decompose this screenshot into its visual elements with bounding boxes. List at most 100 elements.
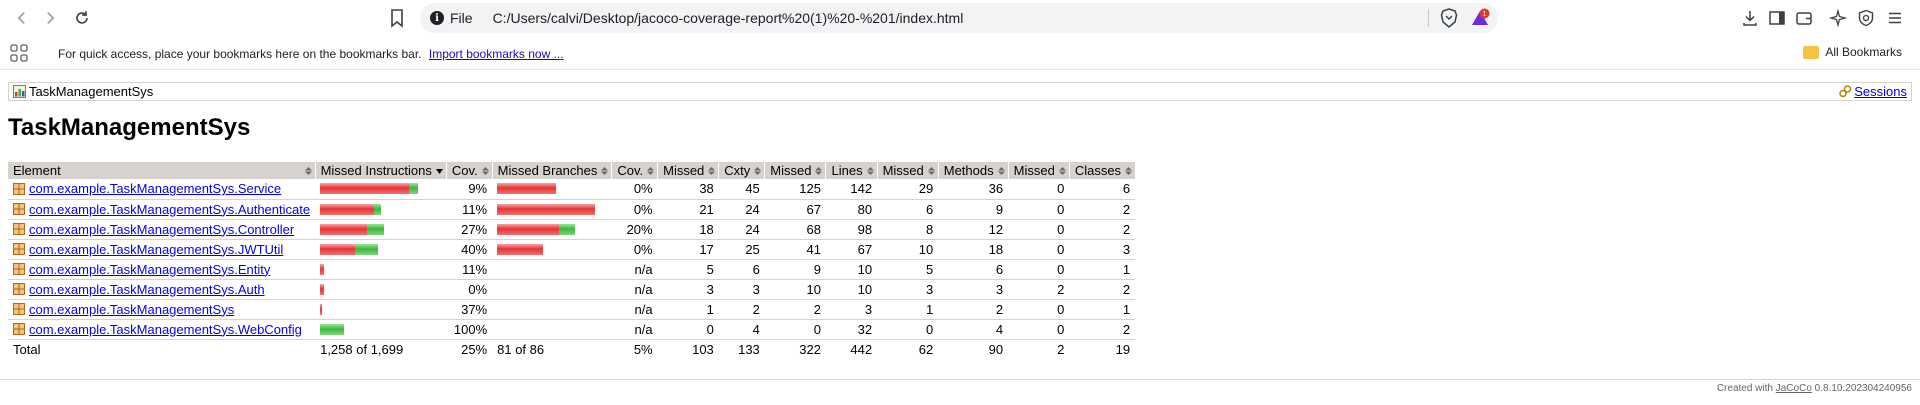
column-header-missed-instructions[interactable]: Missed Instructions [314, 162, 447, 179]
brave-shields-icon[interactable] [1440, 8, 1458, 28]
classes: 2 [1069, 219, 1136, 240]
package-link[interactable]: com.example.TaskManagementSys.Controller [29, 221, 295, 237]
branches-bar-cell [492, 179, 612, 200]
branches-bar [497, 283, 607, 295]
classes-missed: 0 [1008, 219, 1070, 240]
bookmarks-bar: For quick access, place your bookmarks h… [0, 36, 1920, 70]
methods-missed: 0 [877, 319, 939, 340]
column-header-missed-branches[interactable]: Missed Branches [491, 162, 612, 179]
total-lines: 442 [825, 338, 878, 359]
instructions-bar [320, 183, 441, 195]
sort-icon [1058, 167, 1066, 175]
table-row: com.example.TaskManagementSys.Entity 11% n… [8, 259, 1136, 280]
footer: Created with JaCoCo 0.8.10.202304240956 [1717, 383, 1912, 394]
sort-icon [997, 167, 1005, 175]
site-info-icon[interactable]: i [430, 11, 444, 25]
instructions-bar [320, 243, 441, 255]
bookmark-page-button[interactable] [386, 7, 408, 29]
forward-button[interactable] [38, 6, 62, 30]
brave-rewards-icon[interactable]: 1 [1470, 8, 1490, 28]
leo-ai-button[interactable] [1828, 8, 1848, 28]
package-cell: com.example.TaskManagementSys [8, 299, 316, 320]
all-bookmarks-button[interactable]: All Bookmarks [1803, 45, 1902, 59]
browser-toolbar: i File C:/Users/calvi/Desktop/jacoco-cov… [0, 0, 1920, 36]
methods-missed: 5 [877, 259, 939, 280]
vpn-button[interactable] [1856, 8, 1876, 28]
package-link[interactable]: com.example.TaskManagementSys.WebConfig [29, 321, 302, 337]
instructions-coverage: 40% [446, 239, 493, 260]
column-header-branches-coverage[interactable]: Cov. [611, 162, 658, 179]
column-header-element[interactable]: Element [8, 162, 316, 179]
header-row: Element Missed Instructions Cov. Missed Bra… [8, 162, 1136, 179]
cxty-missed: 18 [657, 219, 719, 240]
sort-icon [304, 167, 312, 175]
branches-coverage: n/a [611, 299, 658, 320]
cxty-missed: 5 [657, 259, 719, 280]
lines-missed: 2 [764, 299, 826, 320]
cxty: 6 [718, 259, 765, 280]
address-bar[interactable]: i File C:/Users/calvi/Desktop/jacoco-cov… [420, 3, 1498, 33]
instructions-covered-bar [409, 183, 419, 195]
menu-button[interactable] [1885, 8, 1905, 28]
url-text[interactable]: C:/Users/calvi/Desktop/jacoco-coverage-r… [492, 10, 964, 26]
package-link[interactable]: com.example.TaskManagementSys.Service [29, 181, 282, 197]
package-entry: com.example.TaskManagementSys.Controller [13, 222, 310, 237]
classes: 6 [1069, 179, 1136, 200]
cxty-missed: 3 [657, 279, 719, 300]
instructions-covered-bar [355, 243, 379, 255]
sessions-link[interactable]: Sessions [1854, 84, 1907, 99]
methods-missed: 8 [877, 219, 939, 240]
package-link[interactable]: com.example.TaskManagementSys.Entity [29, 261, 271, 277]
package-link[interactable]: com.example.TaskManagementSys.JWTUtil [29, 241, 284, 257]
column-header-classes[interactable]: Classes [1068, 162, 1136, 179]
classes: 1 [1069, 299, 1136, 320]
package-link[interactable]: com.example.TaskManagementSys [29, 301, 235, 317]
package-icon [13, 203, 25, 215]
column-header-lines[interactable]: Lines [825, 162, 878, 179]
package-icon [13, 223, 25, 235]
column-header-cxty-missed[interactable]: Missed [657, 162, 719, 179]
wallet-button[interactable] [1794, 8, 1814, 28]
methods: 36 [938, 179, 1009, 200]
branches-bar-cell [492, 319, 612, 340]
import-bookmarks-link[interactable]: Import bookmarks now ... [428, 47, 564, 61]
instructions-bar [320, 323, 441, 335]
package-link[interactable]: com.example.TaskManagementSys.Auth [29, 281, 265, 297]
column-header-lines-missed[interactable]: Missed [764, 162, 826, 179]
package-link[interactable]: com.example.TaskManagementSys.Authentica… [29, 201, 311, 217]
package-cell: com.example.TaskManagementSys.Auth [8, 279, 316, 300]
package-cell: com.example.TaskManagementSys.JWTUtil [8, 239, 316, 260]
instructions-bar-cell [315, 219, 447, 240]
instructions-bar [320, 223, 441, 235]
breadcrumb-label: TaskManagementSys [29, 84, 154, 99]
apps-grid-icon[interactable] [10, 44, 28, 62]
cxty: 24 [718, 199, 765, 220]
lines: 3 [825, 299, 878, 320]
downloads-button[interactable] [1740, 8, 1760, 28]
cxty: 25 [718, 239, 765, 260]
instructions-bar-cell [315, 299, 447, 320]
classes: 1 [1069, 259, 1136, 280]
package-cell: com.example.TaskManagementSys.Controller [8, 219, 316, 240]
instructions-missed-bar [320, 243, 356, 255]
back-button[interactable] [10, 6, 34, 30]
package-entry: com.example.TaskManagementSys [13, 302, 310, 317]
column-header-methods-missed[interactable]: Missed [876, 162, 939, 179]
branches-covered-bar [559, 223, 576, 235]
cxty-missed: 38 [657, 179, 719, 200]
jacoco-link[interactable]: JaCoCo [1775, 383, 1812, 394]
sidebar-button[interactable] [1767, 8, 1787, 28]
instructions-bar-cell [315, 279, 447, 300]
reload-button[interactable] [70, 6, 94, 30]
package-cell: com.example.TaskManagementSys.WebConfig [8, 319, 316, 340]
column-header-classes-missed[interactable]: Missed [1007, 162, 1070, 179]
bookmarks-hint: For quick access, place your bookmarks h… [58, 47, 564, 61]
branches-coverage: 0% [611, 239, 658, 260]
breadcrumb: TaskManagementSys Sessions [8, 82, 1912, 101]
column-header-instructions-coverage[interactable]: Cov. [445, 162, 493, 179]
classes: 3 [1069, 239, 1136, 260]
instructions-bar-cell [315, 259, 447, 280]
column-header-methods[interactable]: Methods [937, 162, 1009, 179]
column-header-cxty[interactable]: Cxty [718, 162, 765, 179]
lines: 10 [825, 279, 878, 300]
